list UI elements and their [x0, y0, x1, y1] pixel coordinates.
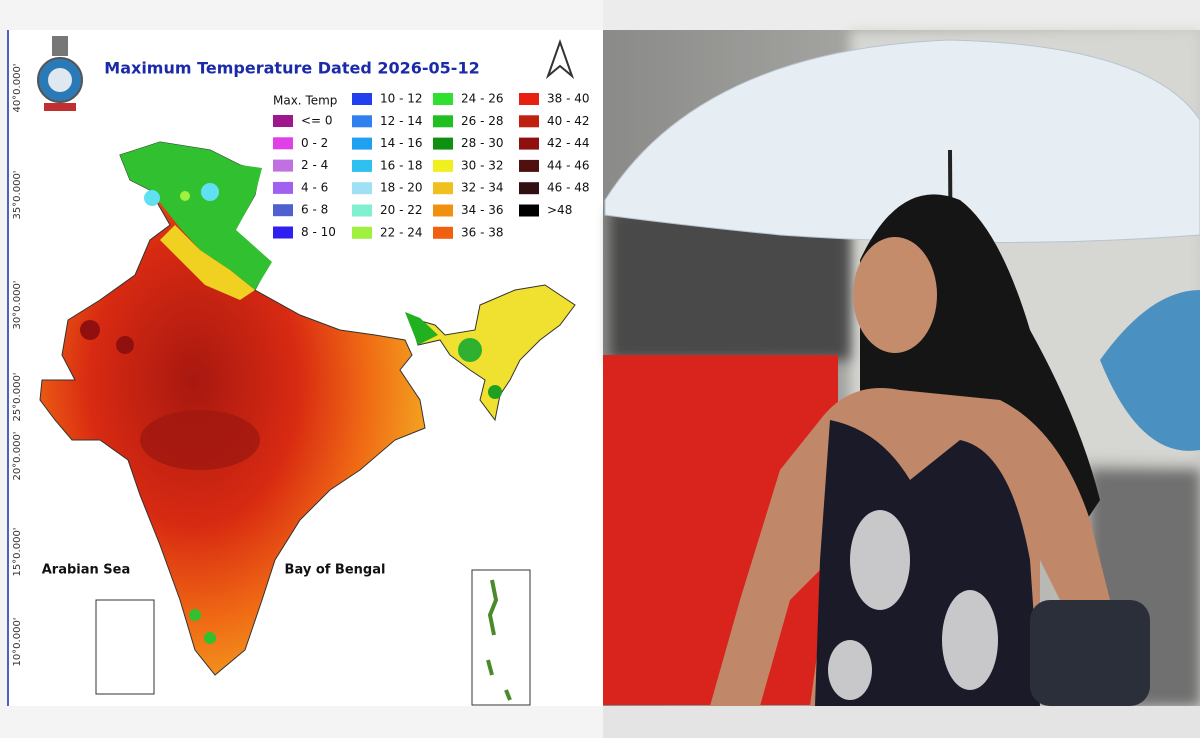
legend-label: <= 0	[301, 114, 333, 128]
legend-swatch	[519, 182, 539, 195]
legend-swatch	[273, 137, 293, 150]
legend-label: 44 - 46	[547, 158, 590, 172]
north-arrow	[545, 38, 575, 80]
legend-label: 0 - 2	[301, 136, 328, 150]
legend-label: 18 - 20	[380, 181, 423, 195]
sea-label: Bay of Bengal	[285, 563, 386, 578]
india-map	[39, 141, 576, 676]
legend-label: 8 - 10	[301, 225, 336, 239]
legend-swatch	[273, 181, 293, 194]
legend-label: 22 - 24	[380, 225, 423, 239]
legend-swatch	[519, 204, 539, 217]
legend-label: 36 - 38	[461, 225, 504, 239]
andaman-islands	[486, 579, 512, 701]
legend-label: 46 - 48	[547, 181, 590, 195]
legend-label: 30 - 32	[461, 158, 504, 172]
legend-label: 14 - 16	[380, 136, 423, 150]
legend-swatch	[352, 137, 372, 150]
legend-label: 42 - 44	[547, 136, 590, 150]
legend-swatch	[519, 137, 539, 150]
legend-swatch	[273, 204, 293, 217]
latitude-label: 25°0.000'	[12, 372, 23, 421]
legend-label: 28 - 30	[461, 136, 504, 150]
legend-swatch	[433, 226, 453, 239]
legend-label: 16 - 18	[380, 158, 423, 172]
legend-label: 4 - 6	[301, 180, 328, 194]
legend-label: 34 - 36	[461, 203, 504, 217]
legend-label: 40 - 42	[547, 114, 590, 128]
legend-swatch	[433, 115, 453, 128]
legend-swatch	[352, 182, 372, 195]
legend-title: Max. Temp	[273, 94, 337, 108]
legend-swatch	[519, 115, 539, 128]
imd-logo	[37, 36, 83, 111]
map-title: Maximum Temperature Dated 2026-05-12	[104, 59, 479, 78]
legend-label: 26 - 28	[461, 114, 504, 128]
inset-andaman	[471, 569, 531, 706]
legend-swatch	[352, 159, 372, 172]
legend-label: >48	[547, 203, 572, 217]
legend-label: 24 - 26	[461, 92, 504, 106]
sea-label: Arabian Sea	[42, 563, 131, 578]
legend-swatch	[273, 226, 293, 239]
legend-swatch	[519, 159, 539, 172]
latitude-label: 10°0.000'	[12, 617, 23, 666]
legend-swatch	[519, 93, 539, 105]
legend-swatch	[433, 204, 453, 217]
legend-label: 20 - 22	[380, 203, 423, 217]
legend-swatch	[433, 137, 453, 150]
legend-swatch	[273, 159, 293, 172]
legend-swatch	[273, 115, 293, 127]
photo	[603, 0, 1200, 738]
legend-swatch	[352, 93, 372, 105]
latitude-label: 35°0.000'	[12, 170, 23, 219]
legend-label: 32 - 34	[461, 181, 504, 195]
legend-swatch	[433, 182, 453, 195]
latitude-label: 40°0.000'	[12, 63, 23, 112]
legend-label: 38 - 40	[547, 92, 590, 106]
latitude-label: 15°0.000'	[12, 527, 23, 576]
legend-swatch	[433, 159, 453, 172]
legend-label: 12 - 14	[380, 114, 423, 128]
latitude-label: 30°0.000'	[12, 280, 23, 329]
latitude-label: 20°0.000'	[12, 431, 23, 480]
legend-label: 10 - 12	[380, 92, 423, 106]
legend-swatch	[433, 93, 453, 105]
legend-swatch	[352, 115, 372, 128]
legend-swatch	[352, 204, 372, 217]
legend-label: 2 - 4	[301, 158, 328, 172]
legend-swatch	[352, 226, 372, 239]
inset-lakshadweep	[95, 599, 155, 695]
legend-label: 6 - 8	[301, 203, 328, 217]
